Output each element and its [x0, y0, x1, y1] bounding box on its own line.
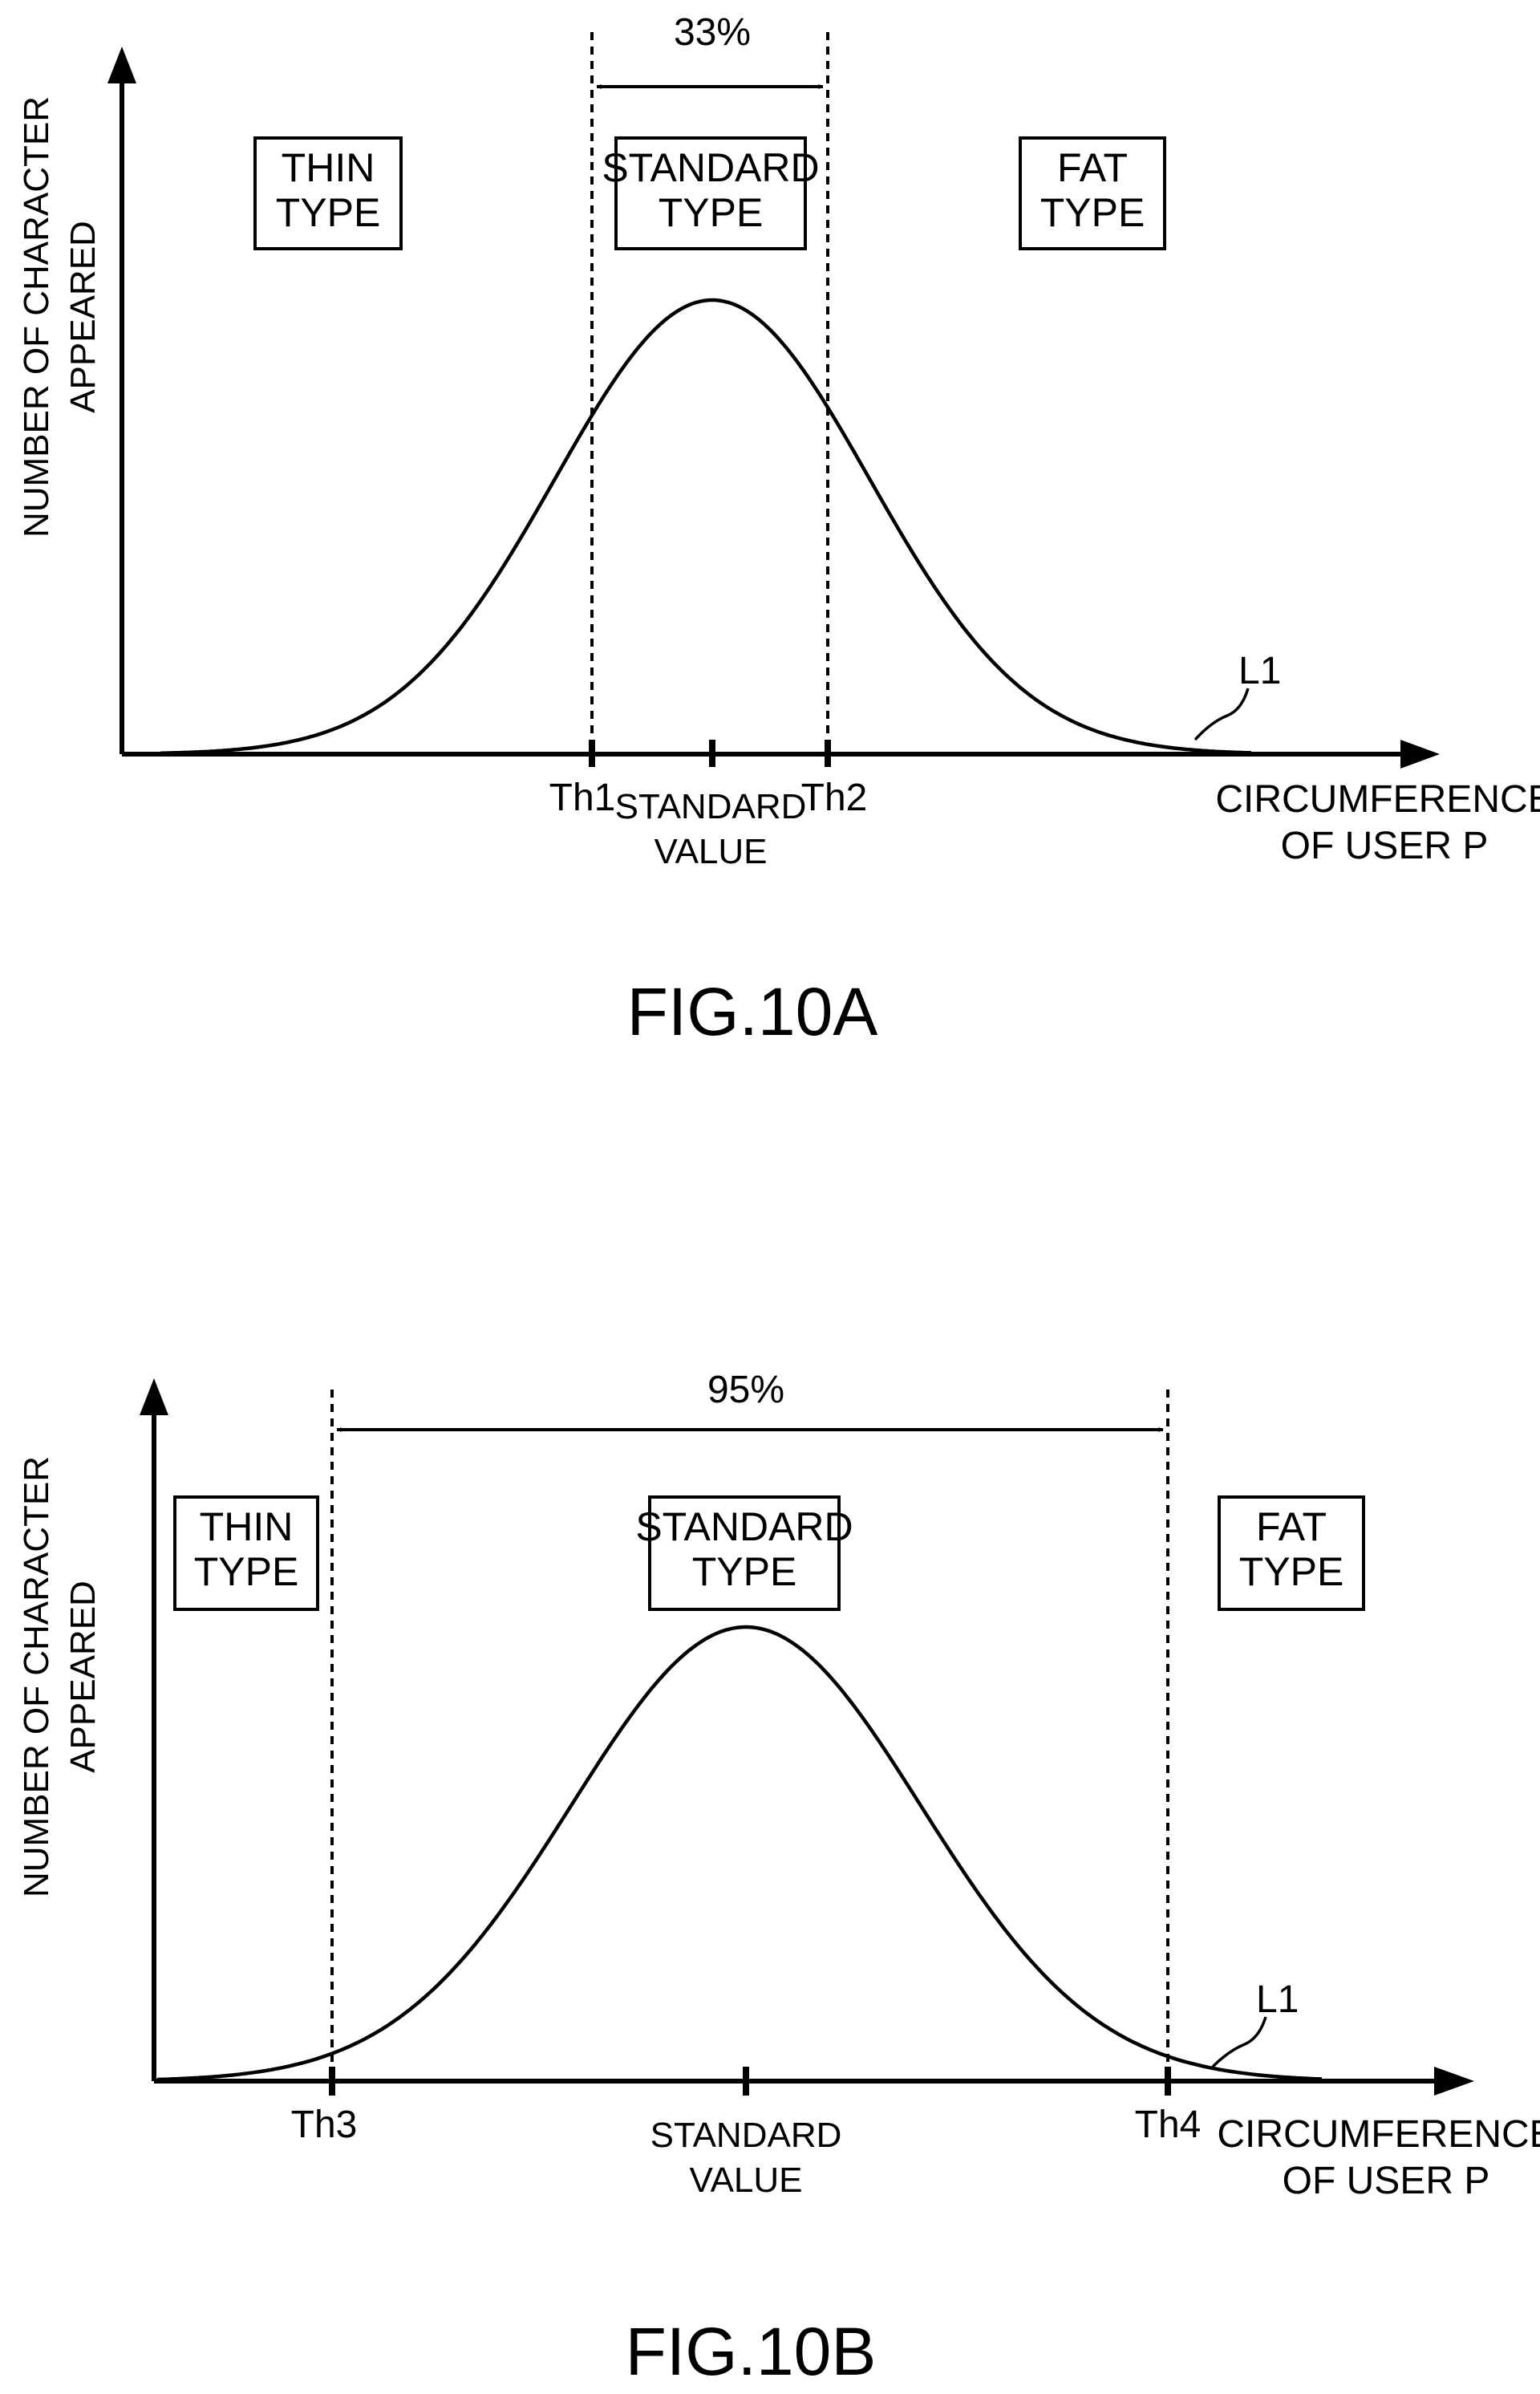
fat-type-line1: FAT [1256, 1504, 1327, 1549]
th2-label: Th2 [801, 777, 868, 819]
th4-label: Th4 [1135, 2104, 1202, 2146]
y-axis-label-line2: APPEARED [63, 221, 103, 413]
distribution-curve [156, 1625, 1323, 2082]
thin-type-box [173, 1495, 319, 1611]
standard-value-line2: VALUE [689, 2161, 802, 2200]
x-axis-arrowhead [1434, 2067, 1474, 2096]
thin-type-line2: TYPE [194, 1549, 299, 1594]
y-axis-label-line2: APPEARED [63, 1580, 103, 1773]
th1-label: Th1 [549, 777, 616, 819]
curve-label-leader [1194, 688, 1250, 741]
standard-value-line1: STANDARD [650, 2116, 842, 2155]
x-axis-label-line1: CIRCUMFERENCE [1215, 778, 1540, 821]
curve-label: L1 [1238, 650, 1281, 692]
fat-type-box [1218, 1495, 1365, 1611]
curve-label: L1 [1256, 1978, 1299, 2021]
standard-value-line2: VALUE [654, 832, 767, 871]
x-axis-label-line2: OF USER P [1281, 825, 1489, 867]
fat-type-line2: TYPE [1239, 1549, 1344, 1594]
y-axis-arrowhead [107, 47, 136, 83]
x-axis-label-line2: OF USER P [1283, 2160, 1490, 2202]
figure-10a: NUMBER OF CHARACTER APPEARED 33% THIN TY… [17, 11, 1540, 1049]
standard-type-line1: STANDARD [635, 1504, 853, 1549]
standard-type-box [648, 1495, 841, 1611]
range-label: 33% [674, 11, 751, 54]
curve-label-leader [1211, 2016, 1267, 2068]
figure-10b: NUMBER OF CHARACTER APPEARED 95% THIN TY… [17, 1369, 1540, 2389]
distribution-curve [160, 298, 1252, 756]
fat-type-box [1019, 136, 1166, 250]
fat-type-line1: FAT [1057, 145, 1128, 190]
range-label: 95% [707, 1369, 784, 1411]
standard-type-line1: STANDARD [602, 145, 819, 190]
thin-type-line1: THIN [282, 145, 375, 190]
standard-type-line2: TYPE [692, 1549, 797, 1594]
y-axis-label-line1: NUMBER OF CHARACTER [17, 1456, 56, 1897]
standard-value-line1: STANDARD [615, 787, 807, 826]
fat-type-line2: TYPE [1040, 190, 1145, 235]
figure-title: FIG.10A [627, 974, 878, 1049]
thin-type-box [253, 136, 403, 250]
thin-type-line1: THIN [200, 1504, 294, 1549]
standard-type-line2: TYPE [659, 190, 764, 235]
standard-type-box [614, 136, 807, 250]
x-axis-arrowhead [1400, 740, 1440, 769]
th3-label: Th3 [291, 2104, 358, 2146]
figure-title: FIG.10B [626, 2314, 877, 2389]
y-axis-arrowhead [140, 1378, 168, 1415]
y-axis-label-line1: NUMBER OF CHARACTER [17, 96, 56, 538]
x-axis-label-line1: CIRCUMFERENCE [1217, 2113, 1540, 2156]
thin-type-line2: TYPE [276, 190, 381, 235]
